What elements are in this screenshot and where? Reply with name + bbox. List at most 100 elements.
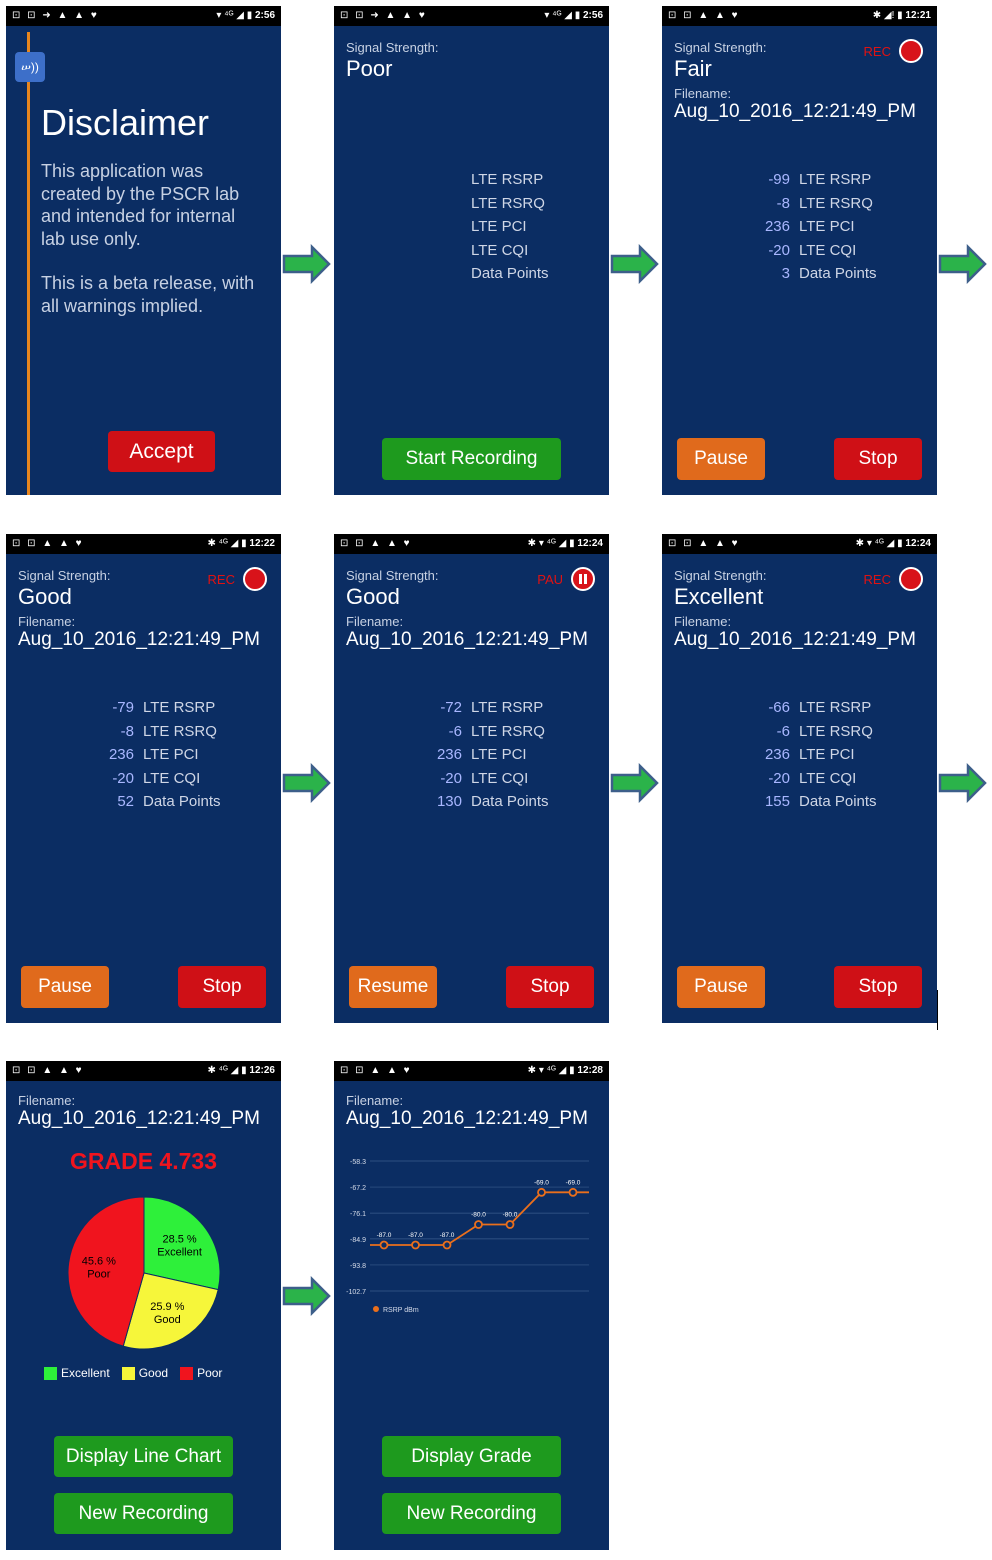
- stop-button[interactable]: Stop: [834, 438, 922, 480]
- stat-row: -72 LTE RSRP: [334, 699, 609, 723]
- status-bar: ⊡ ⊡ ➜ ▲ ▲ ♥ ▾ ⁴ᴳ ◢ ▮ 2:56: [6, 6, 281, 26]
- status-icons: ⊡ ⊡ ➜ ▲ ▲ ♥: [12, 10, 99, 21]
- stat-row: -6 LTE RSRQ: [662, 723, 937, 747]
- stat-key: Data Points: [799, 793, 877, 810]
- stat-value: -99: [768, 171, 790, 188]
- stat-value: -72: [440, 699, 462, 716]
- start-recording-button[interactable]: Start Recording: [382, 438, 561, 480]
- series-line: [370, 1191, 589, 1246]
- stat-row: 236 LTE PCI: [662, 746, 937, 770]
- pause-button[interactable]: Pause: [677, 966, 765, 1008]
- screen-recording-good: ⊡ ⊡ ▲ ▲ ♥ ✱ ⁴ᴳ ◢ ▮ 12:22 REC Signal Stre…: [6, 534, 281, 1023]
- record-dot-icon: [899, 39, 923, 63]
- stat-row: -20 LTE CQI: [6, 770, 281, 794]
- stat-value: 52: [117, 793, 134, 810]
- signal-strength-label: Signal Strength:: [674, 568, 767, 583]
- signal-strength-label: Signal Strength:: [346, 568, 439, 583]
- stat-row: LTE CQI: [334, 242, 609, 266]
- legend-swatch-excellent: [44, 1366, 57, 1380]
- stat-key: LTE RSRQ: [471, 722, 545, 740]
- stat-value: -66: [768, 699, 790, 716]
- record-dot-icon: [899, 567, 923, 591]
- display-line-chart-button[interactable]: Display Line Chart: [54, 1436, 233, 1477]
- data-point: [505, 1220, 515, 1229]
- y-tick-label: -84.9: [350, 1237, 366, 1244]
- status-bar: ⊡ ⊡ ▲ ▲ ♥ ✱ ▾ ⁴ᴳ ◢ ▮ 12:28: [334, 1061, 609, 1081]
- pause-button[interactable]: Pause: [677, 438, 765, 480]
- status-icons: ⊡ ⊡ ▲ ▲ ♥: [12, 538, 84, 549]
- status-right-icons: ✱ ⁴ᴳ ◢ ▮: [207, 538, 247, 549]
- pause-circle-icon: [571, 567, 595, 591]
- new-recording-button[interactable]: New Recording: [54, 1493, 233, 1534]
- data-label: -69.0: [534, 1179, 549, 1186]
- status-icons: ⊡ ⊡ ▲ ▲ ♥: [340, 1065, 412, 1076]
- status-time: 12:26: [249, 1065, 275, 1076]
- data-label: -87.0: [377, 1232, 392, 1239]
- status-bar: ⊡ ⊡ ▲ ▲ ♥ ✱ ⁴ᴳ ◢ ▮ 12:26: [6, 1061, 281, 1081]
- stat-row: -79 LTE RSRP: [6, 699, 281, 723]
- stat-key: LTE RSRP: [799, 699, 872, 716]
- stat-key: LTE PCI: [799, 218, 855, 235]
- y-tick-label: -76.1: [350, 1211, 366, 1218]
- stat-row: 52 Data Points: [6, 793, 281, 817]
- paused-indicator: PAU: [537, 567, 595, 591]
- stop-button[interactable]: Stop: [834, 966, 922, 1008]
- stat-value: -20: [768, 241, 790, 259]
- signal-strength-value: Fair: [674, 56, 712, 81]
- status-time: 2:56: [582, 10, 603, 21]
- data-label: -87.0: [440, 1232, 455, 1239]
- signal-strength-value: Poor: [346, 56, 393, 81]
- pie-chart: 28.5 %Excellent 25.9 %Good 45.6 %Poor: [67, 1196, 221, 1350]
- data-point: [474, 1220, 483, 1229]
- arrow-right-icon: [938, 763, 987, 803]
- stat-row: LTE RSRP: [334, 171, 609, 195]
- stat-key: Data Points: [799, 265, 877, 282]
- data-label: -80.0: [471, 1212, 486, 1219]
- stat-row: -20 LTE CQI: [334, 770, 609, 794]
- data-point: [537, 1187, 546, 1197]
- pause-button[interactable]: Pause: [21, 966, 109, 1008]
- stat-row: 236 LTE PCI: [334, 746, 609, 770]
- y-tick-label: -58.3: [350, 1159, 366, 1166]
- stat-value: -6: [448, 722, 462, 740]
- stat-row: 236 LTE PCI: [6, 746, 281, 770]
- status-right-icons: ✱ ▾ ⁴ᴳ ◢ ▮: [527, 538, 575, 549]
- data-point: [411, 1240, 420, 1250]
- pie-percent-label: 45.6 %: [82, 1256, 116, 1268]
- stop-button[interactable]: Stop: [506, 966, 594, 1008]
- stat-value: -20: [112, 769, 134, 787]
- arrow-right-icon: [610, 244, 659, 284]
- stat-key: Data Points: [143, 793, 221, 810]
- new-recording-button[interactable]: New Recording: [382, 1493, 561, 1534]
- stat-value: -8: [120, 722, 134, 740]
- stats-list: -72 LTE RSRP -6 LTE RSRQ 236 LTE PCI -20 LTE…: [334, 699, 609, 817]
- record-dot-icon: [243, 567, 267, 591]
- stat-key: Data Points: [471, 793, 549, 810]
- pie-slice-poor: [67, 1196, 145, 1347]
- screen-recording-fair: ⊡ ⊡ ▲ ▲ ♥ ✱ ◢! ▮ 12:21 REC Signal Streng…: [662, 6, 937, 495]
- recording-indicator: REC: [208, 567, 267, 591]
- stat-value: -6: [776, 722, 790, 740]
- status-bar: ⊡ ⊡ ▲ ▲ ♥ ✱ ▾ ⁴ᴳ ◢ ▮ 12:24: [662, 534, 937, 554]
- signal-strength-value: Excellent: [674, 584, 764, 609]
- y-tick-label: -102.7: [346, 1289, 366, 1296]
- pie-percent-label: 28.5 %: [162, 1233, 196, 1245]
- stop-button[interactable]: Stop: [178, 966, 266, 1008]
- legend-swatch-good: [121, 1366, 135, 1380]
- resume-button[interactable]: Resume: [349, 966, 437, 1008]
- data-point: [568, 1187, 578, 1197]
- status-right-icons: ▾ ⁴ᴳ ◢ ▮: [216, 10, 253, 21]
- stat-key: LTE RSRQ: [799, 722, 873, 740]
- display-grade-button[interactable]: Display Grade: [382, 1436, 561, 1477]
- filename-label: Filename:: [346, 614, 404, 629]
- filename-label: Filename:: [18, 1093, 76, 1108]
- stat-row: 155 Data Points: [662, 793, 937, 817]
- signal-strength-label: Signal Strength:: [346, 40, 439, 55]
- status-right-icons: ✱ ▾ ⁴ᴳ ◢ ▮: [527, 1065, 575, 1076]
- status-icons: ⊡ ⊡ ➜ ▲ ▲ ♥: [340, 10, 427, 21]
- accept-button[interactable]: Accept: [108, 431, 215, 472]
- stat-row: LTE PCI: [334, 218, 609, 242]
- pie-slice-good: [122, 1272, 219, 1350]
- data-point: [379, 1240, 389, 1250]
- app-logo-icon: ሠ)): [15, 52, 45, 82]
